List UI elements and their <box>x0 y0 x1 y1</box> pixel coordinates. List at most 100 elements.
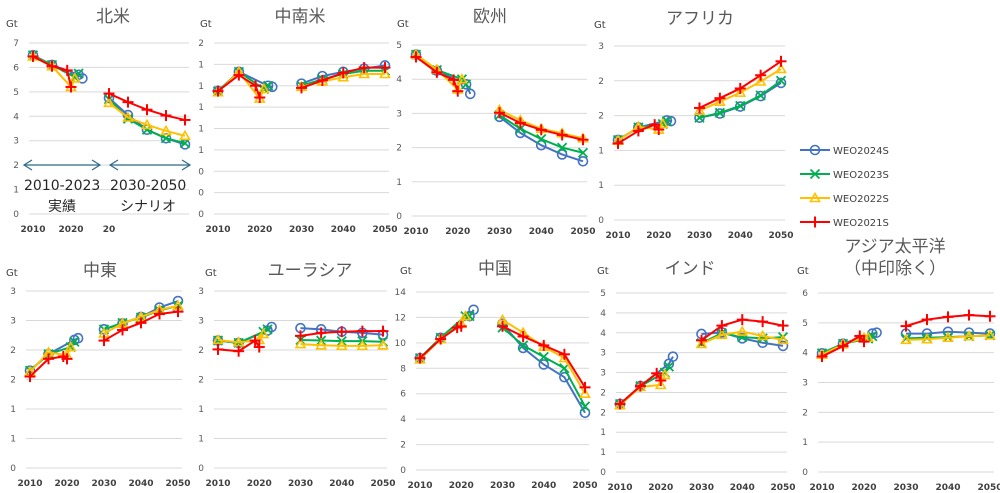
y-tick-label: 1 <box>598 146 604 156</box>
data-point <box>24 371 36 383</box>
y-tick-label: 4 <box>600 329 606 339</box>
y-tick-label: 0 <box>198 189 204 199</box>
data-point <box>694 102 705 114</box>
data-point <box>356 339 369 351</box>
x-tick-label: 2040 <box>730 483 755 493</box>
data-point <box>233 345 245 357</box>
y-tick-label: 3 <box>600 349 606 359</box>
data-point <box>435 333 447 345</box>
panel-subtitle: （中印除く） <box>844 259 946 279</box>
x-tick-label: 2020 <box>449 481 474 491</box>
panel-5: 0 1 1 2 2 3 3 2010 2020 2030 2040 2050 中東 Gt <box>6 261 191 489</box>
data-point <box>46 60 58 72</box>
data-point <box>172 306 184 318</box>
legend-label: WEO2022S <box>833 194 889 205</box>
y-tick-label: 0 <box>600 468 606 478</box>
data-point <box>515 123 526 134</box>
data-point <box>614 398 626 410</box>
data-point <box>160 124 172 136</box>
data-point <box>661 116 673 127</box>
data-point <box>103 96 115 108</box>
y-tick-label: 7 <box>13 39 19 49</box>
y-tick-label: 1 <box>10 435 16 445</box>
y-tick-label: 3 <box>10 317 16 327</box>
x-tick-label: 2030 <box>687 231 712 241</box>
legend-item: WEO2024S <box>800 144 889 157</box>
data-point <box>632 125 644 137</box>
data-point <box>735 100 746 111</box>
data-point <box>695 337 708 349</box>
y-tick-label: 3 <box>600 369 606 379</box>
y-tick-label: 0 <box>802 468 808 478</box>
data-point <box>538 339 550 351</box>
history-line <box>821 334 865 358</box>
data-point <box>716 320 728 332</box>
y-tick-label: 1 <box>198 405 204 415</box>
data-point <box>777 320 789 332</box>
y-tick-label: 2 <box>400 441 406 451</box>
data-point <box>984 329 996 340</box>
y-tick-label: 1 <box>198 82 204 92</box>
data-point <box>377 339 389 350</box>
data-point <box>335 339 348 351</box>
legend: WEO2024S WEO2023S WEO2022S WEO2021S <box>800 144 889 229</box>
data-point <box>714 107 726 118</box>
x-tick-label: 2010 <box>607 483 632 493</box>
series-WEO2021S <box>612 55 787 149</box>
data-point <box>452 85 464 97</box>
data-point <box>921 314 933 326</box>
series-WEO2021S <box>24 306 184 383</box>
scenario-label: シナリオ <box>120 199 176 215</box>
data-point <box>65 81 77 93</box>
y-tick-label: 8 <box>400 364 406 374</box>
history-line <box>415 56 459 92</box>
data-point <box>212 343 224 355</box>
data-point <box>410 51 422 63</box>
y-axis-unit: Gt <box>200 19 212 30</box>
panel-6: 0 1 1 2 2 3 3 2010 2020 2030 2040 2050 ユーラシア Gt <box>198 261 395 489</box>
panel-title: アジア太平洋 <box>844 237 945 257</box>
y-tick-label: 5 <box>396 41 402 51</box>
x-tick-label: 2020 <box>54 479 79 489</box>
y-tick-label: 3 <box>598 42 604 52</box>
data-point <box>777 333 789 345</box>
panel-7: 0 2 4 6 8 10 12 14 2010 2020 2030 2040 2050 中国 Gt <box>395 259 598 491</box>
data-point <box>921 333 933 344</box>
data-point <box>663 361 675 372</box>
data-point <box>141 118 153 130</box>
data-point <box>816 351 828 363</box>
data-point <box>98 335 110 347</box>
data-point <box>315 327 327 339</box>
history-line <box>32 55 72 88</box>
y-axis-unit: Gt <box>6 19 18 30</box>
data-point <box>122 96 134 108</box>
x-tick-label: 2030 <box>893 483 918 493</box>
data-point <box>871 327 882 338</box>
y-tick-label: 10 <box>395 339 407 349</box>
data-point <box>775 62 787 74</box>
data-point <box>497 320 508 332</box>
x-tick-label: 2010 <box>205 479 230 489</box>
x-tick-label: 2020 <box>851 483 876 493</box>
x-tick-label: 2020 <box>445 227 470 237</box>
y-tick-label: 4 <box>400 415 406 425</box>
panel-9: 0 1 2 3 4 5 6 2010 2020 2030 2040 2050 アジア太平洋（中印除く） G… <box>797 237 1000 493</box>
data-point <box>68 72 81 83</box>
y-tick-label: 6 <box>13 63 19 73</box>
legend-label: WEO2023S <box>833 170 889 181</box>
y-tick-label: 2 <box>198 39 204 49</box>
data-point <box>464 88 476 100</box>
x-tick-label: 2020 <box>648 483 673 493</box>
data-point <box>756 329 769 341</box>
actual-label: 実績 <box>48 199 76 215</box>
panel-title: ユーラシア <box>268 261 353 281</box>
series-WEO2021S <box>410 51 589 146</box>
data-point <box>358 62 370 74</box>
data-point <box>257 327 270 339</box>
x-tick-label: 2020 <box>646 231 671 241</box>
data-point <box>43 353 54 365</box>
data-point <box>448 74 460 86</box>
scenario-line <box>103 304 179 335</box>
scenario-line <box>300 343 384 347</box>
